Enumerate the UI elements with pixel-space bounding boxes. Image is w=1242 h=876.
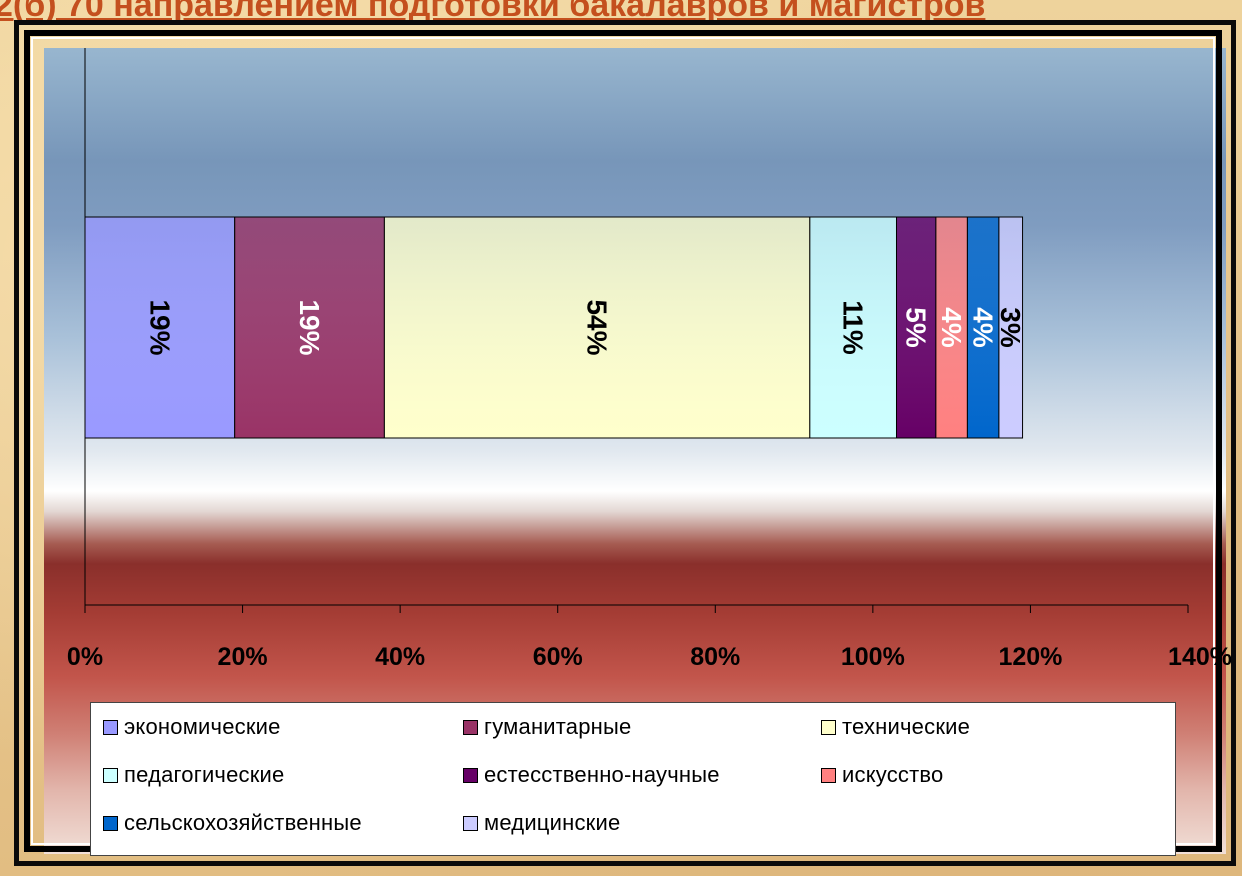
legend-label: технические (842, 714, 971, 739)
bar-segment-7 (966, 216, 1000, 439)
legend-swatch (103, 815, 118, 831)
legend: экономические гуманитарные технические педа… (90, 702, 1176, 856)
legend-swatch (103, 719, 118, 735)
x-tick-label: 0% (67, 643, 103, 671)
bar-segment-2 (234, 216, 385, 439)
legend-item: искусство (821, 762, 943, 788)
legend-swatch (463, 815, 478, 831)
bar-data-label-8: 3% (995, 307, 1026, 348)
legend-label: гуманитарные (484, 714, 632, 739)
bar-data-label-3: 54% (582, 299, 613, 355)
bar-data-label-7: 4% (968, 307, 999, 348)
legend-label: педагогические (124, 762, 285, 787)
legend-label: экономические (124, 714, 281, 739)
legend-item: гуманитарные (463, 714, 631, 740)
legend-item: технические (821, 714, 970, 740)
bar-segment-1 (84, 216, 236, 439)
bar-segment-6 (935, 216, 968, 439)
bar-data-label-4: 11% (838, 300, 869, 355)
legend-swatch (821, 719, 836, 735)
bar-segment-3 (383, 216, 811, 439)
legend-label: сельскохозяйственные (124, 810, 362, 835)
bar-data-label-2: 19% (294, 299, 325, 355)
bar-segment-4 (809, 216, 897, 439)
x-tick-label: 140% (1168, 643, 1232, 671)
legend-item: экономические (103, 714, 281, 740)
bar-group (84, 216, 1024, 439)
legend-swatch (463, 767, 478, 783)
x-tick-label: 100% (841, 643, 905, 671)
legend-swatch (103, 767, 118, 783)
x-tick-label: 60% (533, 643, 583, 671)
x-tick-label: 40% (375, 643, 425, 671)
bar-data-label-1: 19% (144, 299, 175, 355)
legend-label: естесственно-научные (484, 762, 720, 787)
x-tick-label: 120% (998, 643, 1062, 671)
data-label-group: 19% 19% 54% 11% 5% 4% 4%3% (144, 299, 1026, 355)
legend-swatch (463, 719, 478, 735)
legend-item: сельскохозяйственные (103, 810, 362, 836)
legend-item: педагогические (103, 762, 284, 788)
legend-label: медицинские (484, 810, 621, 835)
x-tick-label: 20% (218, 643, 268, 671)
legend-swatch (821, 767, 836, 783)
bar-data-label-6: 4% (936, 307, 967, 348)
legend-label: искусство (842, 762, 944, 787)
bar-segment-5 (895, 216, 937, 439)
x-tick-group: 0% 20% 40% 60% 80% 100% 120% 140% (67, 605, 1232, 671)
bar-segment-8 (998, 216, 1024, 439)
chart-frame-outer (14, 20, 1236, 866)
bar-data-label-5: 5% (901, 307, 932, 348)
legend-item: естесственно-научные (463, 762, 720, 788)
x-tick-label: 80% (690, 643, 740, 671)
legend-item: медицинские (463, 810, 620, 836)
axis-group (84, 48, 1188, 613)
